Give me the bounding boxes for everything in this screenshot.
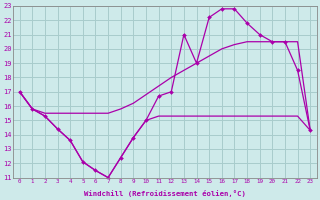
X-axis label: Windchill (Refroidissement éolien,°C): Windchill (Refroidissement éolien,°C)	[84, 190, 246, 197]
